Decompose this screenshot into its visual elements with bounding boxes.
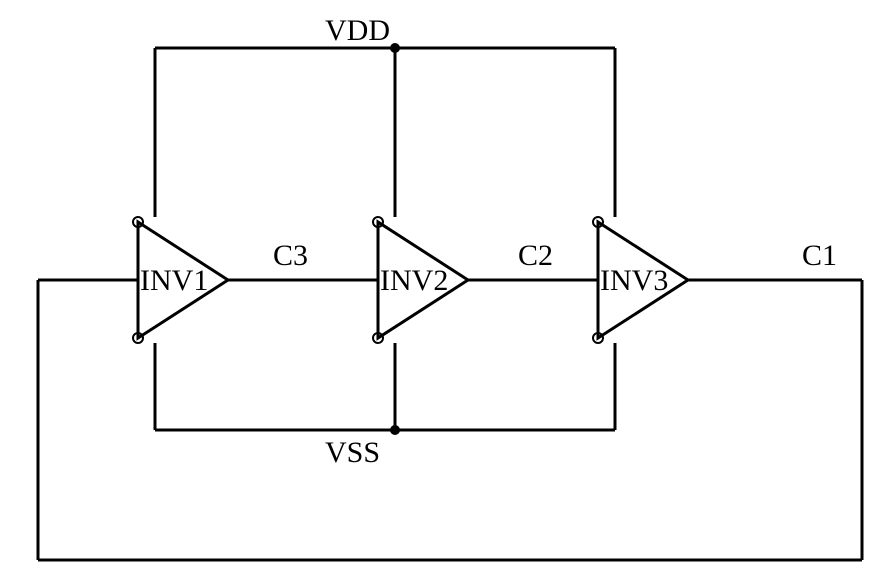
c3-label: C3 (273, 239, 308, 272)
vdd-label: VDD (325, 14, 390, 47)
inv3-label: INV3 (600, 264, 668, 297)
inv2-label: INV2 (380, 264, 448, 297)
inv1-label: INV1 (140, 264, 208, 297)
vdd-junction-dot (390, 43, 400, 53)
vss-junction-dot (390, 425, 400, 435)
c1-label: C1 (802, 239, 837, 272)
ring-oscillator-diagram: VDD VSS INV1 INV2 INV3 C3 C2 C1 (0, 0, 896, 588)
c2-label: C2 (518, 239, 553, 272)
vss-label: VSS (325, 436, 380, 469)
